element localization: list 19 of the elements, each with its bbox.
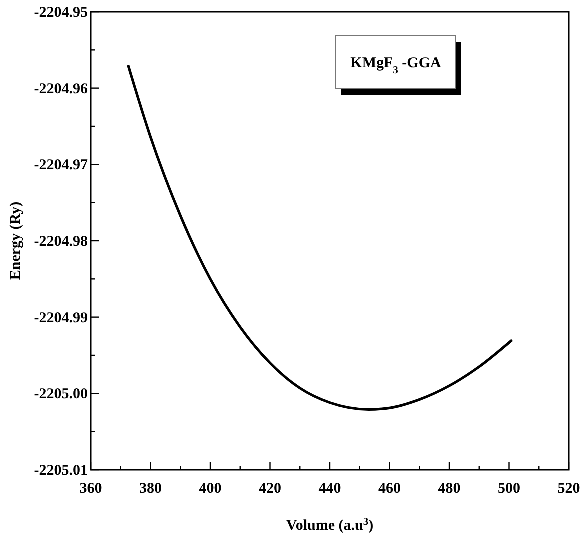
y-tick-label: -2204.96 [34, 81, 88, 98]
x-tick-label: 440 [318, 481, 342, 497]
y-axis-title: Energy (Ry) [8, 202, 24, 280]
y-tick-label: -2205.01 [34, 463, 88, 479]
y-tick-label: -2204.98 [34, 234, 88, 250]
x-tick-label: 420 [259, 481, 282, 497]
x-tick-label: 480 [438, 481, 461, 497]
x-tick-label: 460 [378, 481, 401, 497]
x-tick-label: 520 [558, 481, 580, 497]
x-tick-label: 360 [80, 481, 102, 497]
x-tick-label: 500 [498, 481, 520, 497]
y-tick-label: -2204.95 [34, 5, 88, 21]
y-tick-label: -2204.99 [34, 310, 88, 326]
annotation: KMgF$_{3}$ -GGA [350, 56, 442, 76]
x-axis-title: Volume (a.u$^{3}$) [286, 516, 374, 534]
y-tick-label: -2204.97 [34, 158, 88, 174]
x-tick-label: 380 [140, 481, 162, 497]
y-tick-label: -2205.00 [34, 386, 88, 403]
x-tick-label: 400 [199, 481, 222, 497]
